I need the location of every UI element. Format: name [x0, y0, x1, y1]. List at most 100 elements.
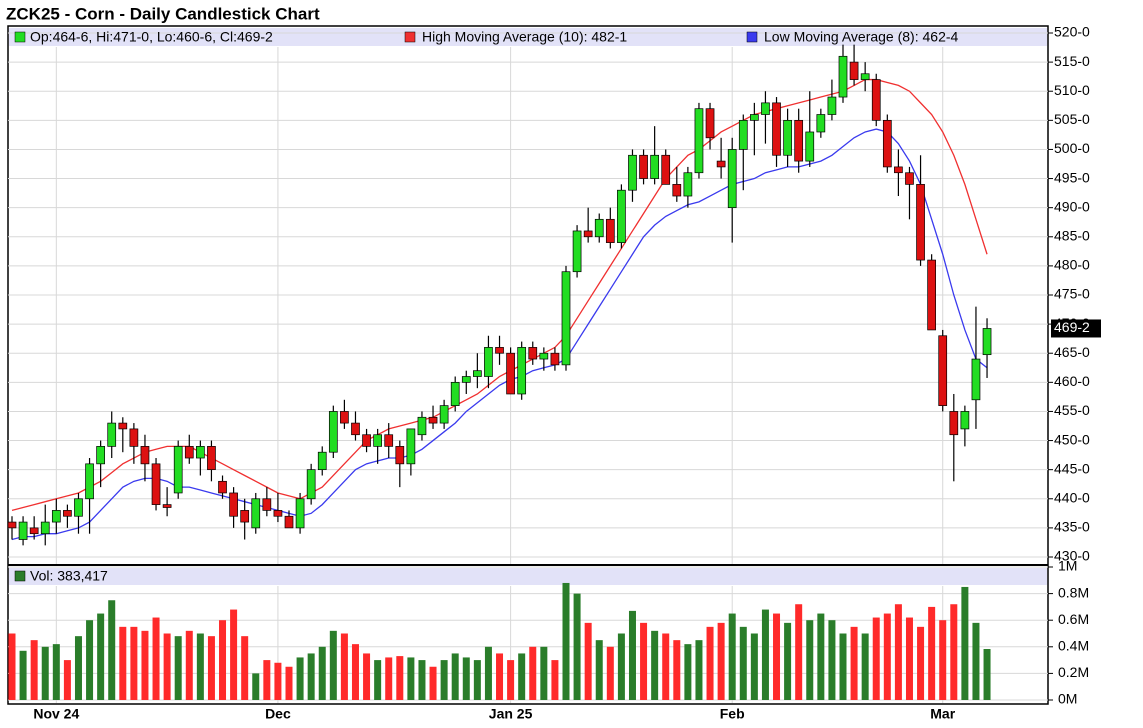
volume-bar: [462, 657, 470, 700]
candle-body: [938, 335, 948, 406]
candle-body: [74, 498, 83, 517]
volume-legend-band: [9, 568, 1047, 585]
marks: 469-2: [7, 44, 1101, 700]
volume-bar: [196, 633, 204, 700]
candle-body: [251, 498, 261, 529]
y2-tick-label: 0.2M: [1058, 664, 1089, 680]
volume-bar: [296, 657, 304, 700]
candle-body: [262, 498, 272, 511]
candle-body: [295, 498, 305, 529]
legend-swatch: [746, 31, 758, 43]
volume-bar: [584, 622, 592, 700]
candle-body: [517, 347, 527, 395]
volume-bar: [263, 660, 271, 700]
volume-bar: [861, 633, 869, 700]
volume-bar: [872, 617, 880, 700]
y-tick-label: 465-0: [1054, 344, 1090, 360]
candle-body: [539, 352, 549, 360]
candle-body: [207, 446, 216, 471]
candle-body: [528, 347, 538, 360]
candle-body: [916, 184, 925, 261]
y2-tick-label: 0.6M: [1058, 611, 1089, 627]
y-tick-label: 515-0: [1054, 53, 1090, 69]
volume-bar: [562, 582, 570, 700]
volume-bar: [52, 644, 60, 700]
volume-bar: [551, 660, 559, 700]
candle-body: [650, 154, 659, 179]
candle-body: [284, 515, 294, 529]
y-tick-label: 435-0: [1054, 519, 1090, 535]
volume-bar: [19, 650, 27, 700]
volume-bar: [141, 630, 149, 700]
candle-body: [816, 114, 826, 133]
volume-bar: [163, 633, 171, 700]
volume-bar: [41, 646, 49, 700]
volume-bar: [30, 640, 38, 700]
candle-body: [583, 230, 593, 238]
candle-body: [63, 510, 72, 517]
candle-body: [694, 108, 704, 174]
volume-bar: [750, 633, 758, 700]
candle-body: [40, 521, 50, 535]
volume-bar: [407, 657, 415, 700]
legend-swatch: [14, 570, 26, 582]
volume-bar: [894, 604, 902, 700]
candle-body: [151, 463, 161, 505]
candle-body: [18, 521, 28, 540]
volume-bar: [374, 660, 382, 700]
volume-bar: [961, 586, 969, 700]
legend: Op:464-6, Hi:471-0, Lo:460-6, Cl:469-2 H…: [14, 29, 959, 584]
volume-bar: [662, 633, 670, 700]
candle-body: [428, 416, 438, 424]
x-tick-label: Nov 24: [33, 706, 79, 722]
candle-body: [395, 446, 405, 465]
volume-bar: [429, 666, 437, 700]
candle-body: [905, 172, 914, 185]
volume-bar: [684, 644, 692, 700]
volume-bar: [651, 630, 659, 700]
volume-bar: [939, 620, 947, 700]
candle-body: [894, 166, 903, 174]
candle-body: [439, 405, 449, 424]
y-tick-label: 485-0: [1054, 227, 1090, 243]
volume-bar: [717, 622, 725, 700]
candle-body: [484, 347, 493, 377]
volume-bar: [573, 593, 581, 700]
volume-bar: [396, 656, 404, 700]
candle-body: [340, 411, 349, 424]
candle-body: [871, 79, 881, 121]
y2-tick-label: 0M: [1058, 691, 1077, 707]
candle-body: [384, 434, 394, 447]
candle-body: [838, 55, 848, 98]
candle-body: [594, 218, 604, 238]
y2-tick-label: 0.8M: [1058, 584, 1089, 600]
volume-bar: [97, 613, 105, 700]
candle-body: [406, 428, 416, 465]
volume-bar: [828, 620, 836, 700]
volume-bar: [761, 609, 769, 700]
volume-bar: [928, 606, 936, 700]
volume-bar: [806, 620, 814, 700]
volume-bar: [595, 640, 603, 700]
volume-bar: [773, 613, 781, 700]
y-tick-label: 460-0: [1054, 373, 1090, 389]
legend-high-ma: High Moving Average (10): 482-1: [422, 29, 627, 45]
candle-body: [328, 411, 338, 453]
candle-body: [317, 451, 327, 471]
candle-body: [495, 347, 504, 354]
volume-bar: [230, 609, 238, 700]
volume-bar: [130, 626, 138, 700]
candle-body: [772, 102, 781, 156]
legend-volume: Vol: 383,417: [30, 568, 108, 584]
candle-body: [727, 149, 737, 209]
y-tick-label: 430-0: [1054, 548, 1090, 564]
candle-body: [672, 184, 682, 197]
candle-body: [561, 271, 571, 366]
candle-body: [683, 172, 693, 197]
candle-body: [949, 411, 959, 436]
volume-bar: [119, 626, 127, 700]
volume-bar: [241, 636, 249, 700]
candle-body: [362, 434, 371, 447]
candle-body: [85, 463, 94, 500]
legend-swatch: [14, 31, 26, 43]
